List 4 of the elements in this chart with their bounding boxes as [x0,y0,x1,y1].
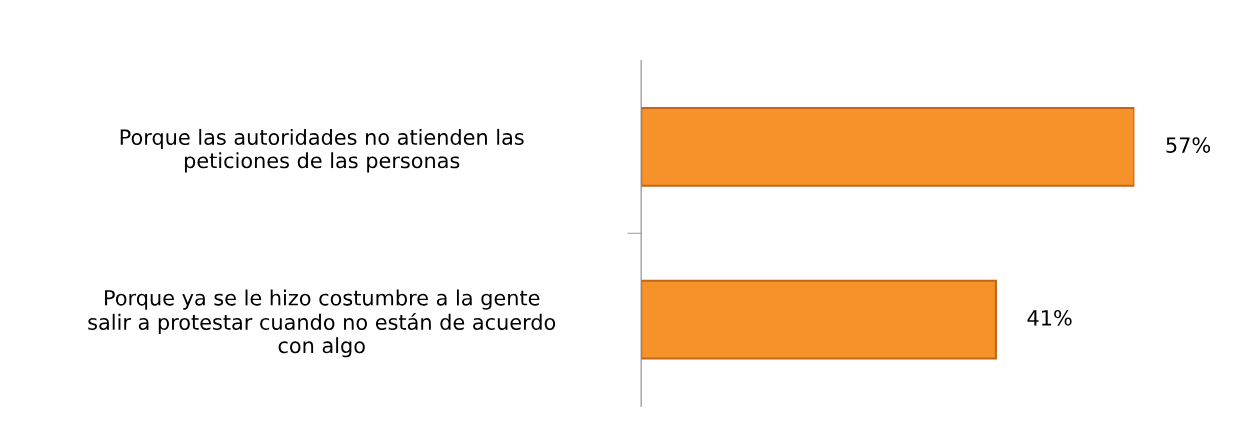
data-label: 57% [1166,137,1211,153]
y-tick-label: Porque las autoridades no atienden las peticiones de las personas [120,128,524,173]
data-label: 41% [1027,309,1072,326]
y-tick-label: Porque ya se le hizo costumbre a la gente salir a protestar cuando no están de acuerdo con algo [88,289,556,358]
